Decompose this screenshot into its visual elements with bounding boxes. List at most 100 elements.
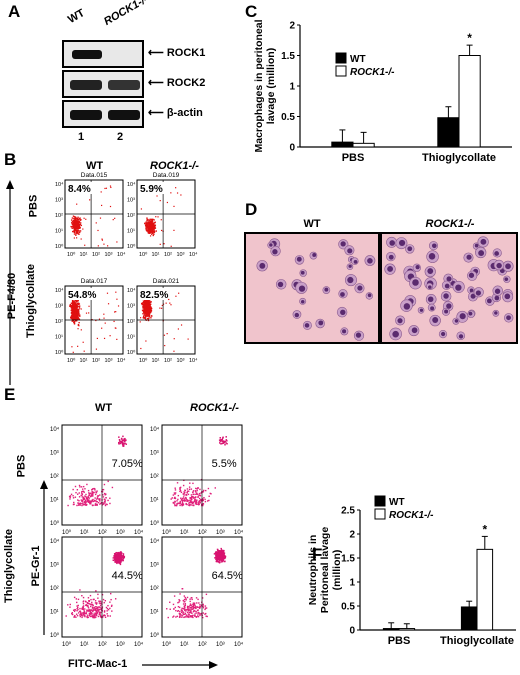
flow-b-pct: 82.5% bbox=[140, 290, 168, 301]
chart-c-bar bbox=[458, 55, 481, 148]
flow-e-event bbox=[84, 615, 86, 618]
flow-b-event bbox=[142, 306, 145, 308]
flow-e-event bbox=[195, 610, 197, 613]
flow-b-event bbox=[149, 232, 151, 235]
flow-e-event bbox=[198, 606, 200, 609]
flow-e-event bbox=[107, 604, 109, 607]
flow-e-event bbox=[98, 608, 101, 611]
flow-b-event bbox=[151, 233, 153, 235]
flow-e-event bbox=[88, 492, 91, 495]
flow-e-event bbox=[100, 502, 102, 505]
flow-e-event bbox=[190, 498, 193, 501]
flow-e-event bbox=[184, 491, 186, 494]
flow-e-event bbox=[202, 491, 205, 493]
flow-b-event bbox=[70, 317, 73, 320]
flow-e-event bbox=[82, 605, 84, 608]
flow-e-event bbox=[88, 499, 90, 501]
flow-e-event bbox=[82, 601, 84, 603]
cell-nucleus bbox=[494, 311, 498, 315]
flow-e-event bbox=[217, 550, 219, 553]
flow-b-pct-bg bbox=[66, 182, 92, 194]
flow-e-event bbox=[77, 598, 80, 601]
flow-e-event bbox=[188, 488, 191, 490]
chart-f-bar bbox=[476, 548, 494, 631]
flow-e-event bbox=[115, 561, 118, 563]
flow-b-event bbox=[79, 230, 82, 232]
flow-b-event bbox=[75, 303, 77, 305]
flow-b-event bbox=[76, 226, 79, 229]
flow-b-event bbox=[149, 303, 152, 305]
flow-e-event bbox=[94, 489, 96, 491]
cell-nucleus bbox=[427, 268, 434, 274]
flow-e-event bbox=[190, 494, 193, 496]
flow-e-event bbox=[214, 487, 216, 489]
flow-e-event bbox=[87, 501, 90, 503]
flow-e-event bbox=[69, 495, 72, 497]
flow-e-event bbox=[84, 500, 86, 503]
flow-e-event bbox=[122, 556, 124, 558]
flow-e-event bbox=[185, 609, 188, 611]
flow-e-event bbox=[200, 604, 203, 606]
flow-e-event bbox=[187, 490, 189, 492]
flow-e-event bbox=[65, 615, 67, 617]
lane-1: 1 bbox=[78, 131, 85, 143]
flow-e-event bbox=[177, 502, 179, 504]
flow-b-ytick: 10¹ bbox=[127, 229, 135, 235]
flow-b-event bbox=[83, 350, 85, 352]
flow-b-event bbox=[80, 329, 82, 331]
band-actin-wt bbox=[70, 110, 102, 120]
flow-e-event bbox=[205, 612, 207, 615]
flow-b-event bbox=[144, 307, 147, 310]
flow-b-col-wt: WT bbox=[86, 160, 104, 172]
flow-b-event bbox=[101, 238, 103, 240]
flow-b-event bbox=[72, 317, 74, 319]
flow-e-ytick: 10⁰ bbox=[150, 520, 160, 527]
flow-b-event bbox=[147, 308, 149, 310]
flow-e-event bbox=[176, 503, 178, 506]
flow-e-event bbox=[121, 440, 124, 442]
blot-rock1 bbox=[62, 40, 144, 68]
flow-b-event bbox=[155, 216, 157, 218]
flow-e-ytick: 10² bbox=[50, 474, 59, 480]
flow-b-event bbox=[78, 305, 80, 308]
flow-b-event bbox=[95, 319, 97, 322]
flow-e-event bbox=[179, 615, 181, 618]
cell-nucleus bbox=[454, 319, 459, 323]
flow-e-event bbox=[92, 604, 94, 607]
flow-b-event bbox=[72, 351, 74, 353]
chart-c-significance-star: * bbox=[467, 31, 472, 45]
flow-b-event bbox=[145, 222, 147, 224]
flow-b-event bbox=[74, 311, 77, 313]
flow-e-event bbox=[115, 554, 117, 557]
chart-c-bar bbox=[437, 117, 460, 148]
flow-e-event bbox=[202, 607, 205, 609]
flow-e-event bbox=[82, 496, 85, 499]
flow-e-event bbox=[181, 499, 184, 501]
flow-e-event bbox=[167, 616, 169, 619]
chart-c: 0 0.5 1 1.5 2 PBS * Thioglycollate WT ROCK1-/- Mac… bbox=[253, 19, 512, 164]
flow-e-event bbox=[94, 613, 97, 615]
cell-nucleus bbox=[494, 295, 500, 301]
flow-e-event bbox=[79, 589, 81, 591]
flow-b-xtick: 10⁴ bbox=[189, 251, 198, 258]
flow-b-event bbox=[151, 220, 154, 223]
flow-e-event bbox=[176, 482, 179, 484]
flow-e-event bbox=[82, 615, 84, 617]
flow-e-event bbox=[199, 488, 201, 491]
flow-e-event bbox=[95, 603, 98, 605]
flow-e-event bbox=[91, 606, 94, 608]
flow-e-event bbox=[198, 494, 200, 496]
flow-e-event bbox=[119, 555, 121, 558]
flow-e-event bbox=[183, 494, 185, 496]
flow-e-event bbox=[187, 615, 189, 617]
flow-e-event bbox=[124, 439, 127, 442]
flow-e-event bbox=[104, 616, 107, 619]
flow-b-event bbox=[78, 218, 80, 220]
flow-e-event bbox=[218, 552, 220, 555]
flow-e-event bbox=[97, 593, 99, 596]
flow-b-event bbox=[79, 217, 81, 219]
flow-b-event bbox=[143, 302, 146, 305]
flow-e-event bbox=[69, 606, 71, 608]
flow-e-event bbox=[173, 501, 175, 504]
flow-b-event bbox=[109, 335, 111, 337]
